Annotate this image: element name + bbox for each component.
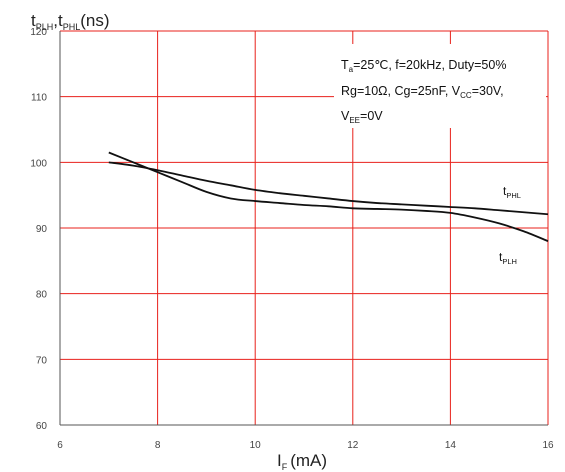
- y-axis-title-base2: t: [58, 11, 63, 30]
- condition-line: Ta=25℃, f=20kHz, Duty=50%: [341, 58, 506, 74]
- y-tick-label: 120: [30, 27, 47, 38]
- y-axis-title-sep: ,: [53, 11, 58, 30]
- conditions-box: [334, 44, 546, 128]
- test-conditions: Ta=25℃, f=20kHz, Duty=50% Rg=10Ω, Cg=25nF…: [341, 58, 506, 125]
- x-tick-label: 14: [445, 440, 457, 451]
- x-tick-label: 8: [155, 440, 161, 451]
- plot-frame: [59, 31, 548, 426]
- y-tick-label: 80: [36, 290, 48, 301]
- y-tick-label: 110: [31, 93, 47, 104]
- series-label-phl: tPHL: [503, 184, 521, 200]
- y-axis-title: tPLH,tPHL(ns): [31, 11, 110, 32]
- x-axis-title-base: I: [277, 451, 282, 470]
- series-line-plh: [108, 151, 549, 242]
- y-axis-title-unit: (ns): [80, 11, 109, 30]
- y-axis-title-sub1: PLH: [36, 22, 54, 32]
- y-tick-label: 60: [36, 421, 48, 432]
- svg-text:tPLH,tPHL(ns): tPLH,tPHL(ns): [31, 11, 110, 32]
- x-tick-label: 12: [347, 440, 359, 451]
- y-tick-label: 100: [30, 158, 47, 169]
- y-axis-title-sub2: PHL: [63, 22, 81, 32]
- x-tick-label: 6: [57, 440, 63, 451]
- x-tick-label: 10: [250, 440, 262, 451]
- y-axis-title-base1: t: [31, 11, 36, 30]
- condition-line: VEE=0V: [341, 109, 383, 125]
- y-tick-label: 90: [36, 224, 48, 235]
- tick-labels: 60 70 80 90 100 110 120 6 8 10 12 14 16: [30, 27, 554, 451]
- series-label-plh: tPLH: [499, 250, 517, 266]
- x-tick-label: 16: [542, 440, 554, 451]
- condition-line: Rg=10Ω, Cg=25nF, VCC=30V,: [341, 84, 504, 100]
- y-tick-label: 70: [36, 355, 48, 366]
- x-axis-title: IF (mA): [277, 451, 327, 472]
- svg-text:IF(mA): IF (mA): [277, 451, 327, 472]
- series: tPHL tPLH: [108, 151, 549, 266]
- x-axis-title-unit: (mA): [290, 451, 327, 470]
- series-line-phl: [108, 161, 549, 216]
- x-axis-title-sub: F: [282, 462, 288, 472]
